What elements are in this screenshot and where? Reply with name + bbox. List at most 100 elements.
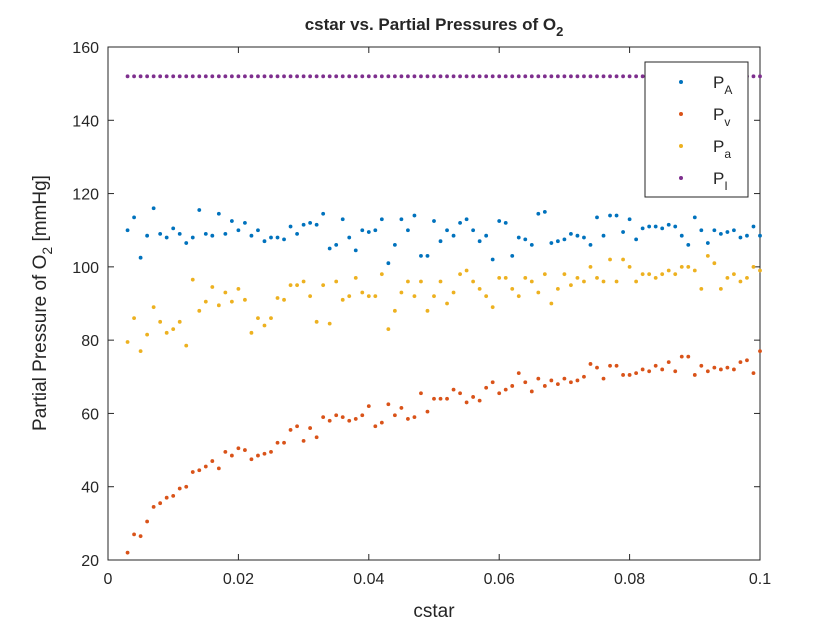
data-point <box>699 363 704 368</box>
data-point <box>647 224 652 229</box>
data-point <box>301 222 306 227</box>
data-point <box>262 451 267 456</box>
data-point <box>653 363 658 368</box>
data-point <box>497 391 502 396</box>
data-point <box>412 213 417 218</box>
data-point <box>327 74 332 79</box>
data-point <box>686 242 691 247</box>
data-point <box>503 275 508 280</box>
data-point <box>425 409 430 414</box>
data-point <box>249 330 254 335</box>
data-point <box>490 257 495 262</box>
data-point <box>614 74 619 79</box>
ylabel-text: Partial Pressure of O <box>30 255 51 431</box>
data-point <box>190 74 195 79</box>
data-point <box>340 297 345 302</box>
data-point <box>555 286 560 291</box>
data-point <box>679 233 684 238</box>
data-point <box>542 209 547 214</box>
data-point <box>510 74 515 79</box>
data-point <box>634 237 639 242</box>
data-point <box>634 74 639 79</box>
data-point <box>216 211 221 216</box>
data-point <box>490 380 495 385</box>
data-point <box>216 74 221 79</box>
data-point <box>412 74 417 79</box>
data-point <box>660 226 665 231</box>
x-tick-label: 0.08 <box>614 571 645 588</box>
data-point <box>386 261 391 266</box>
data-point <box>562 74 567 79</box>
data-point <box>386 327 391 332</box>
data-point <box>640 74 645 79</box>
data-point <box>555 239 560 244</box>
data-point <box>164 330 169 335</box>
data-point <box>151 504 156 509</box>
data-point <box>438 279 443 284</box>
data-point <box>438 239 443 244</box>
data-point <box>256 74 260 79</box>
data-point <box>399 74 404 79</box>
data-point <box>373 294 378 299</box>
data-point <box>588 362 593 366</box>
data-point <box>171 327 176 332</box>
chart-title: cstar vs. Partial Pressures of O2 <box>305 15 564 39</box>
data-point <box>406 279 410 284</box>
data-point <box>327 246 332 251</box>
data-point <box>608 74 612 79</box>
data-point <box>569 231 573 236</box>
data-point <box>243 220 247 225</box>
title-text: cstar vs. Partial Pressures of O <box>305 15 556 34</box>
data-point <box>640 226 645 231</box>
data-point <box>373 228 378 233</box>
data-point <box>275 74 280 79</box>
data-point <box>555 74 560 79</box>
data-point <box>197 308 202 313</box>
data-point <box>471 279 476 284</box>
data-point <box>523 275 528 280</box>
data-point <box>575 275 580 280</box>
data-point <box>529 279 534 284</box>
data-point <box>334 242 339 247</box>
data-point <box>275 440 280 445</box>
data-point <box>132 316 136 321</box>
data-point <box>321 415 326 419</box>
data-point <box>490 74 495 79</box>
data-point <box>379 74 384 79</box>
data-point <box>445 396 449 401</box>
data-point <box>562 272 567 277</box>
data-point <box>229 453 234 458</box>
data-point <box>379 217 384 222</box>
data-point <box>523 380 528 385</box>
data-point <box>419 253 423 258</box>
data-point <box>132 74 136 79</box>
data-point <box>223 231 228 236</box>
data-point <box>758 349 762 354</box>
x-tick-label: 0.06 <box>484 571 515 588</box>
data-point <box>243 74 247 79</box>
legend-label: PA <box>713 73 732 97</box>
data-point <box>699 286 704 291</box>
data-point <box>269 316 273 321</box>
data-point <box>282 74 286 79</box>
data-point <box>718 231 723 236</box>
data-point <box>210 285 215 289</box>
data-point <box>223 74 228 79</box>
data-point <box>138 349 143 354</box>
legend-subscript: I <box>724 179 727 193</box>
legend-label: Pv <box>713 105 730 129</box>
data-point <box>738 235 743 240</box>
y-tick-label: 40 <box>81 480 99 497</box>
data-point <box>569 74 573 79</box>
data-point <box>406 74 410 79</box>
data-point <box>464 268 469 273</box>
data-point <box>288 74 293 79</box>
data-point <box>373 424 378 429</box>
data-point <box>484 74 489 79</box>
legend-subscript: A <box>724 83 732 97</box>
data-point <box>523 74 528 79</box>
data-point <box>366 230 371 234</box>
data-point <box>399 217 404 222</box>
data-point <box>575 233 580 238</box>
